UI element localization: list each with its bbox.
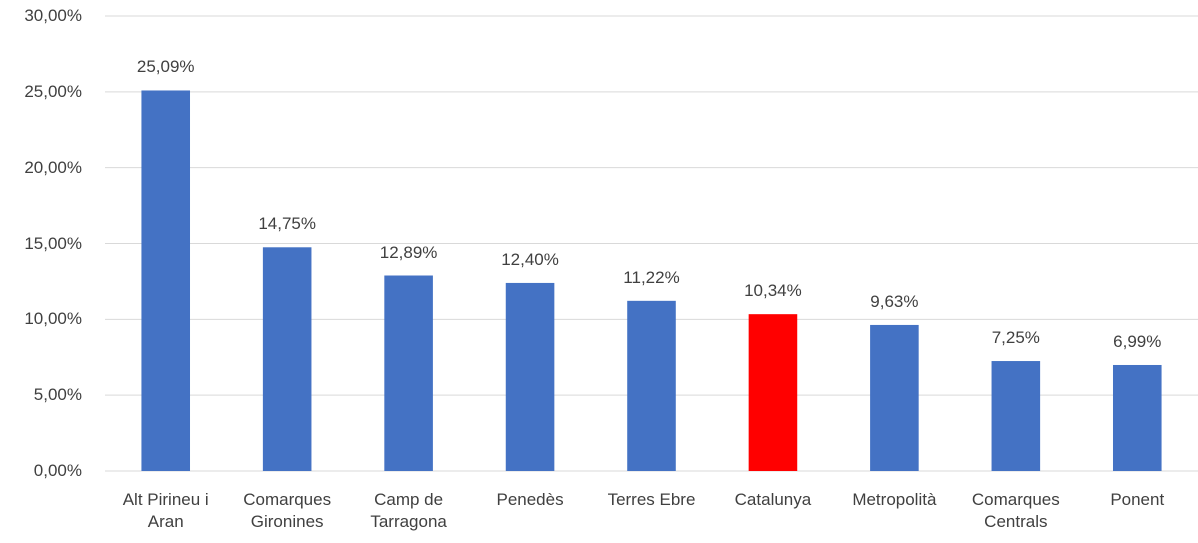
bar	[870, 324, 919, 471]
data-label: 7,25%	[991, 328, 1040, 348]
data-label: 11,22%	[623, 267, 680, 287]
y-tick-label: 20,00%	[24, 157, 82, 177]
y-tick-label: 10,00%	[24, 309, 82, 329]
x-tick-label: Metropolità	[852, 490, 937, 509]
y-tick-label: 0,00%	[33, 461, 82, 480]
bar	[991, 361, 1041, 471]
data-label: 10,34%	[744, 281, 802, 301]
bar	[262, 247, 312, 471]
y-tick-label: 30,00%	[24, 6, 82, 25]
data-label: 6,99%	[1113, 331, 1162, 351]
y-tick-label: 5,00%	[33, 385, 82, 405]
x-tick-label: Penedès	[496, 490, 564, 509]
x-tick-label: Camp de Tarragona	[370, 490, 447, 531]
bar	[627, 300, 676, 471]
bar	[384, 275, 433, 471]
data-label: 9,63%	[870, 291, 919, 311]
bar	[1112, 364, 1162, 471]
x-tick-label: Terres Ebre	[607, 490, 696, 509]
x-tick-label: Comarques Gironines	[243, 490, 332, 531]
data-label: 12,89%	[379, 242, 438, 262]
data-label: 12,40%	[501, 249, 559, 269]
data-label: 14,75%	[258, 214, 316, 234]
bar	[141, 90, 191, 472]
x-tick-label: Catalunya	[734, 490, 812, 509]
x-tick-label: Alt Pirineu i Aran	[122, 490, 209, 531]
data-label: 25,09%	[136, 57, 195, 77]
x-tick-label: Ponent	[1110, 490, 1165, 509]
y-tick-label: 15,00%	[24, 233, 82, 253]
bar	[748, 314, 798, 471]
y-tick-label: 25,00%	[24, 81, 82, 101]
x-tick-label: Comarques Centrals	[971, 490, 1060, 531]
bar	[505, 282, 555, 471]
